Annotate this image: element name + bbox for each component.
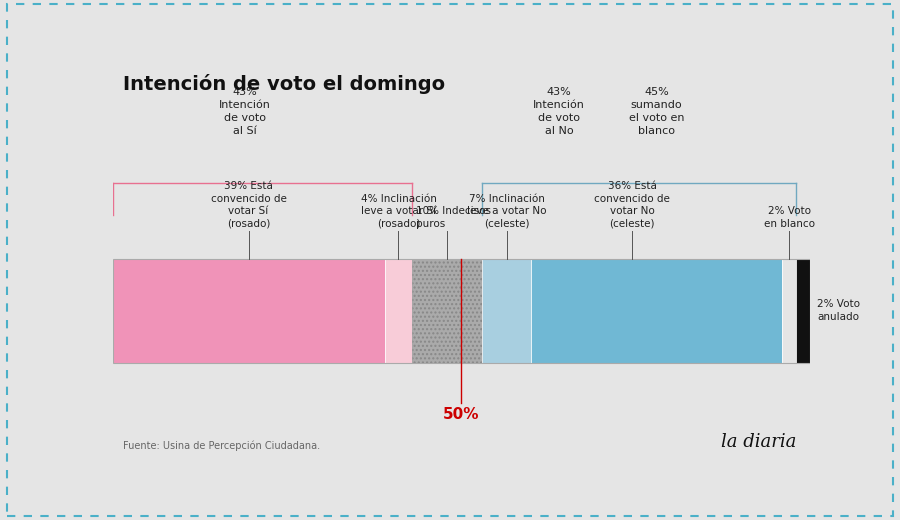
Text: 7% Inclinación
leve a votar No
(celeste): 7% Inclinación leve a votar No (celeste) [467,194,546,229]
Text: 4% Inclinación
leve a votar Sí
(rosado): 4% Inclinación leve a votar Sí (rosado) [361,194,436,229]
Text: 50%: 50% [443,407,480,422]
Text: la diaria: la diaria [721,433,796,451]
Text: 45%
sumando
el voto en
blanco: 45% sumando el voto en blanco [629,87,684,136]
Bar [782,258,796,363]
Text: 10% Indecisos
puros: 10% Indecisos puros [416,206,490,229]
Bar [531,258,782,363]
Bar [112,258,810,363]
Bar [482,258,531,363]
Text: 36% Está
convencido de
votar No
(celeste): 36% Está convencido de votar No (celeste… [594,181,670,229]
Bar [112,258,384,363]
Text: 43%
Intención
de voto
al No: 43% Intención de voto al No [533,87,585,136]
Text: 39% Está
convencido de
votar Sí
(rosado): 39% Está convencido de votar Sí (rosado) [211,181,286,229]
Text: Intención de voto el domingo: Intención de voto el domingo [123,74,446,95]
Text: 2% Voto
en blanco: 2% Voto en blanco [763,206,814,229]
Bar [796,258,810,363]
Text: 2% Voto
anulado: 2% Voto anulado [817,300,860,322]
Text: 43%
Intención
de voto
al Sí: 43% Intención de voto al Sí [219,87,271,136]
Bar [384,258,412,363]
Bar [412,258,482,363]
Text: Fuente: Usina de Percepción Ciudadana.: Fuente: Usina de Percepción Ciudadana. [123,440,320,451]
